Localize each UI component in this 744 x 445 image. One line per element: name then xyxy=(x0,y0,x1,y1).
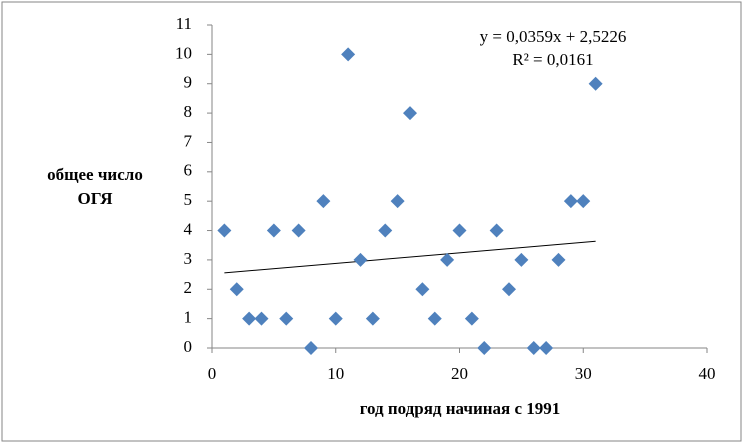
data-point xyxy=(415,282,430,297)
data-point xyxy=(279,311,294,326)
trendline xyxy=(224,240,596,274)
data-point xyxy=(526,341,541,355)
y-tick-label: 8 xyxy=(184,102,193,121)
data-point xyxy=(502,282,516,297)
trendline-r2: R² = 0,0161 xyxy=(512,50,593,69)
data-point xyxy=(353,252,368,267)
data-point xyxy=(563,194,578,209)
x-tick-label: 30 xyxy=(575,364,592,383)
data-point xyxy=(588,76,603,91)
data-point xyxy=(477,341,492,355)
y-tick-label: 11 xyxy=(176,14,192,33)
data-point xyxy=(316,194,331,209)
x-tick-label: 20 xyxy=(451,364,468,383)
data-point xyxy=(378,223,393,238)
y-tick-label: 2 xyxy=(184,278,193,297)
data-point xyxy=(217,223,232,238)
data-point xyxy=(242,311,257,326)
x-tick-label: 40 xyxy=(699,364,716,383)
data-point xyxy=(514,252,529,267)
data-point xyxy=(489,223,504,238)
y-tick-label: 7 xyxy=(184,131,193,150)
y-tick-label: 3 xyxy=(184,249,193,268)
data-point xyxy=(365,311,380,326)
y-axis-title: ОГЯ xyxy=(77,189,112,208)
y-tick-label: 1 xyxy=(184,308,193,327)
data-point xyxy=(440,252,455,267)
y-tick-label: 9 xyxy=(184,73,193,92)
data-point xyxy=(254,311,269,326)
data-point xyxy=(576,194,591,209)
y-tick-label: 0 xyxy=(184,337,193,356)
x-tick-label: 0 xyxy=(208,364,217,383)
data-point xyxy=(341,47,356,62)
data-point xyxy=(551,252,566,267)
data-point xyxy=(328,311,343,326)
data-point xyxy=(427,311,442,326)
y-axis-title: общее число xyxy=(47,165,143,184)
x-tick-label: 10 xyxy=(327,364,344,383)
data-point xyxy=(403,106,417,121)
data-point xyxy=(304,341,318,355)
y-tick-label: 4 xyxy=(184,219,193,238)
data-point xyxy=(452,223,467,238)
data-point xyxy=(539,341,554,355)
y-tick-label: 6 xyxy=(184,161,193,180)
y-tick-label: 10 xyxy=(175,43,192,62)
trendline-equation: y = 0,0359x + 2,5226 xyxy=(480,27,627,46)
data-point xyxy=(266,223,281,238)
data-point xyxy=(390,194,405,209)
y-tick-label: 5 xyxy=(184,190,193,209)
data-point xyxy=(464,311,479,326)
x-axis-title: год подряд начиная с 1991 xyxy=(360,399,561,418)
data-point xyxy=(291,223,306,238)
data-point xyxy=(229,282,244,297)
